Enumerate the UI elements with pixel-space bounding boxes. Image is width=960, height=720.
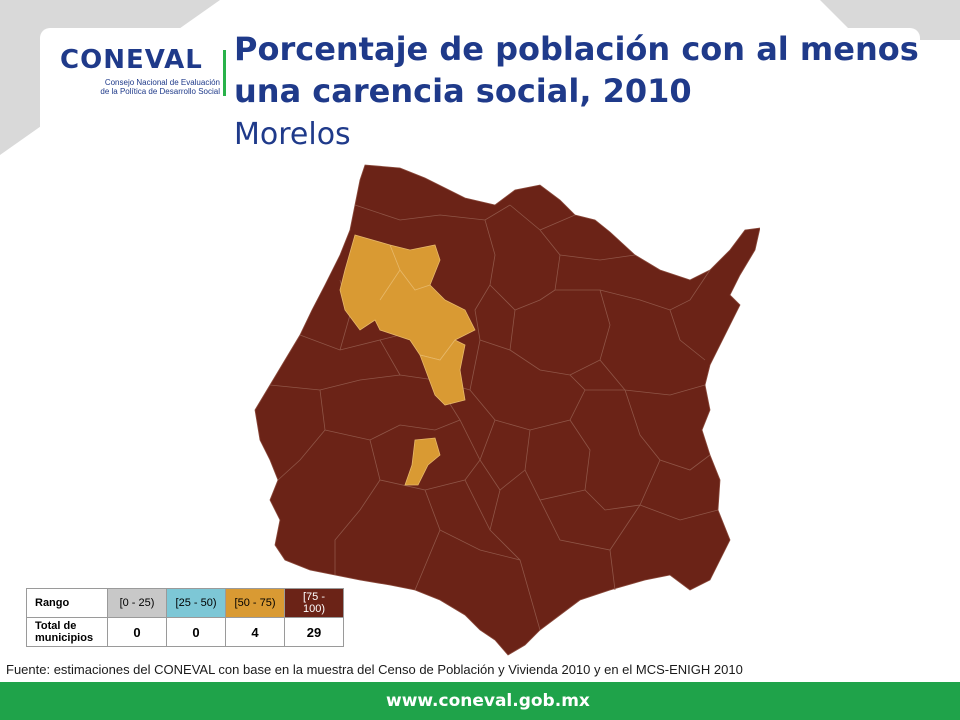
- header: CONEVAL Consejo Nacional de Evaluación d…: [40, 28, 920, 158]
- legend-count-0-25: 0: [107, 617, 167, 647]
- logo-subtitle-line1: Consejo Nacional de Evaluación: [104, 78, 220, 87]
- legend-total-row: Total de municipios 0 0 4 29: [26, 617, 344, 647]
- footer-bar: www.coneval.gob.mx: [0, 682, 960, 720]
- legend-range-header: Rango: [26, 588, 108, 618]
- page-title: Porcentaje de población con al menos una…: [234, 28, 924, 112]
- legend-range-75-100: [75 - 100): [284, 588, 344, 618]
- municipality-50-75-3: [404, 437, 441, 486]
- source-note: Fuente: estimaciones del CONEVAL con bas…: [6, 662, 743, 677]
- footer-url-link[interactable]: www.coneval.gob.mx: [386, 691, 590, 711]
- legend-range-0-25: [0 - 25): [107, 588, 167, 618]
- logo-name: CONEVAL: [60, 45, 203, 75]
- legend-range-row: Rango [0 - 25) [25 - 50) [50 - 75) [75 -…: [26, 588, 344, 618]
- legend-range-50-75: [50 - 75): [225, 588, 285, 618]
- coneval-logo: CONEVAL Consejo Nacional de Evaluación d…: [60, 46, 220, 96]
- title-line2: una carencia social, 2010: [234, 72, 692, 110]
- legend-table: Rango [0 - 25) [25 - 50) [50 - 75) [75 -…: [26, 588, 344, 647]
- header-card: [40, 28, 920, 158]
- logo-subtitle: Consejo Nacional de Evaluación de la Pol…: [60, 78, 220, 96]
- municipality-50-75-2: [419, 339, 466, 406]
- header-divider: [223, 50, 226, 96]
- state-region-75-100: [254, 164, 760, 656]
- title-line1: Porcentaje de población con al menos: [234, 30, 919, 68]
- municipal-borders: [269, 204, 719, 631]
- legend-count-75-100: 29: [284, 617, 344, 647]
- morelos-map: [254, 164, 760, 656]
- legend-count-50-75: 4: [225, 617, 285, 647]
- legend-count-25-50: 0: [166, 617, 226, 647]
- municipality-50-75-4: [379, 244, 431, 301]
- page-subtitle: Morelos: [234, 117, 351, 152]
- logo-subtitle-line2: de la Política de Desarrollo Social: [100, 87, 220, 96]
- legend-range-25-50: [25 - 50): [166, 588, 226, 618]
- legend-total-header: Total de municipios: [26, 617, 108, 647]
